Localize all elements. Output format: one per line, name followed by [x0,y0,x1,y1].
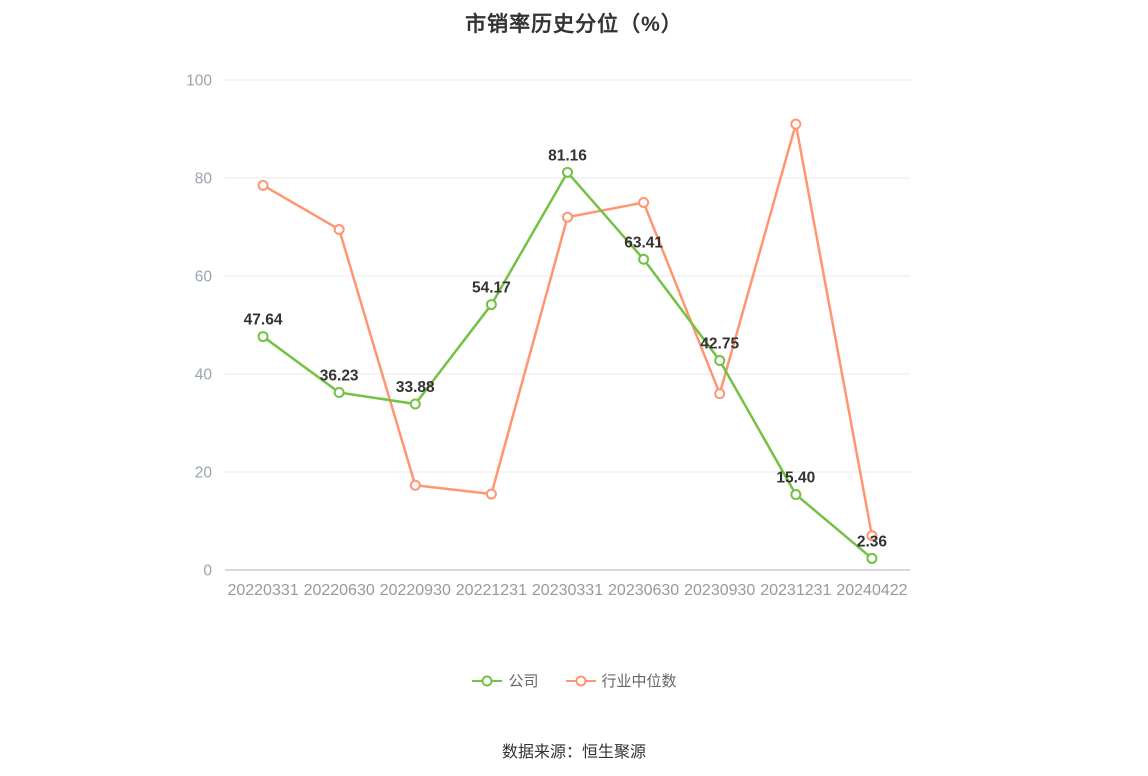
y-axis-tick-label: 80 [195,171,213,188]
legend-item-industry-median[interactable]: 行业中位数 [565,670,677,691]
series-point-公司 [790,489,802,501]
series-point-公司 [409,398,421,410]
series-point-公司 [638,253,650,265]
series-point-公司 [485,299,497,311]
series-point-行业中位数 [485,488,497,500]
x-axis-tick-label: 20230930 [684,582,755,599]
data-label: 54.17 [472,280,511,297]
series-point-行业中位数 [714,388,726,400]
x-axis-tick-label: 20220630 [304,582,375,599]
y-axis-tick-label: 0 [203,563,212,580]
series-point-行业中位数 [257,179,269,191]
data-label: 47.64 [244,312,283,329]
legend-label-company: 公司 [508,673,539,690]
series-point-行业中位数 [790,118,802,130]
data-label: 36.23 [320,367,359,384]
x-axis-tick-label: 20230630 [608,582,679,599]
data-label: 2.36 [857,533,888,550]
series-point-公司 [714,355,726,367]
data-label: 15.40 [776,470,815,487]
line-chart: 0 20 40 60 80 100 20220331 20220630 20220930 2022… [186,73,910,599]
series-point-公司 [333,386,345,398]
x-axis-tick-label: 20220331 [227,582,298,599]
series-point-公司 [866,552,878,564]
x-axis-tick-label: 20230331 [532,582,603,599]
data-label: 33.88 [396,379,435,396]
y-axis-tick-label: 100 [186,73,212,90]
x-axis-tick-label: 20240422 [836,582,907,599]
series-line-公司 [261,171,874,560]
y-axis-tick-label: 60 [195,269,213,286]
x-axis-tick-label: 20221231 [456,582,527,599]
series-point-行业中位数 [638,197,650,208]
legend: 公司 行业中位数 [0,670,1148,691]
x-axis-tick-label: 20231231 [760,582,831,599]
series-point-行业中位数 [333,223,345,235]
series-point-公司 [257,331,269,343]
data-label: 63.41 [624,234,663,251]
x-axis-tick-label: 20220930 [380,582,451,599]
legend-item-company[interactable]: 公司 [471,670,539,691]
data-source-text: 数据来源：恒生聚源 [501,744,646,761]
company-legend-marker-icon [472,675,503,686]
y-axis-tick-label: 20 [195,465,213,482]
chart-title: 市销率历史分位（%） [465,13,683,36]
industry-median-legend-marker-icon [565,675,596,686]
series-point-行业中位数 [562,211,573,223]
series-point-行业中位数 [866,530,878,542]
data-label: 42.75 [700,336,739,353]
data-label: 81.16 [548,147,587,164]
legend-label-industry-median: 行业中位数 [601,673,677,690]
y-axis-tick-label: 40 [195,367,213,384]
series-point-行业中位数 [409,479,421,491]
series-point-公司 [562,166,573,178]
